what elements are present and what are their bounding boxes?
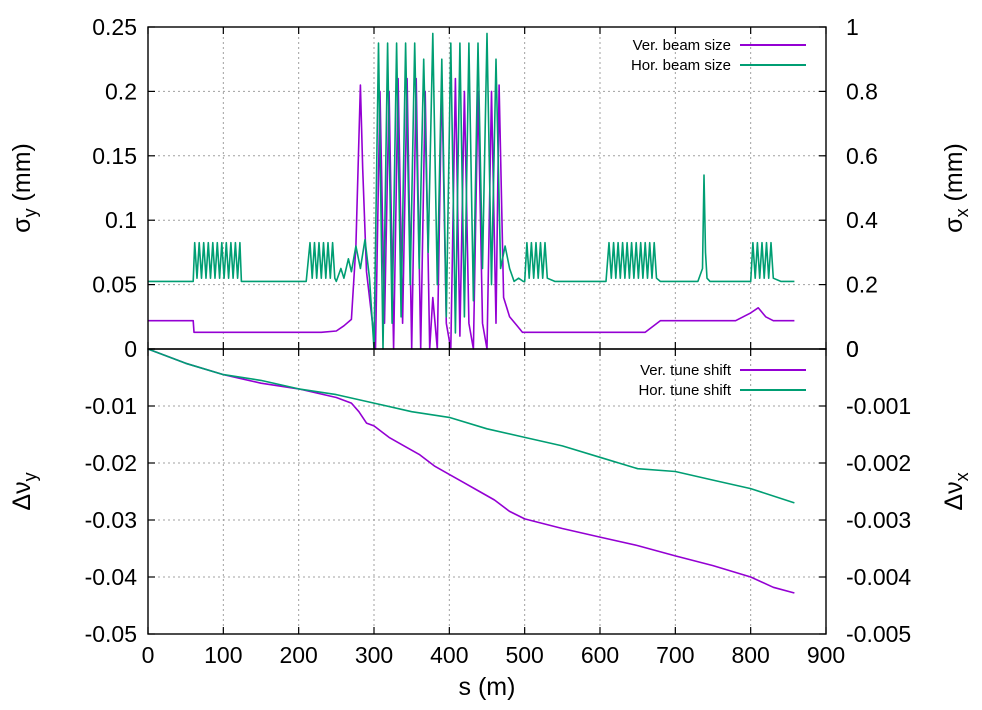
legend-label: Ver. tune shift [640, 362, 732, 379]
y-left-tick-label: 0.05 [92, 272, 137, 298]
y-left-axis-label-top: σy (mm) [8, 143, 40, 233]
y-right-tick-label: -0.004 [846, 564, 911, 590]
legend-label: Ver. beam size [633, 37, 731, 54]
series-line-ver-beam-size [148, 77, 795, 350]
x-tick-label: 0 [142, 642, 155, 668]
y-right-axis-label-top: σx (mm) [940, 143, 972, 233]
y-left-tick-label: -0.05 [85, 621, 137, 647]
y-right-tick-label: 0 [846, 336, 859, 362]
x-axis-label: s (m) [459, 673, 516, 701]
y-left-tick-label: 0.1 [105, 207, 137, 233]
y-left-axis-label-bottom: Δνy [8, 472, 40, 510]
y-right-tick-label: 0.6 [846, 143, 878, 169]
x-tick-label: 700 [656, 642, 694, 668]
y-left-tick-label: 0.15 [92, 143, 137, 169]
y-right-tick-label: -0.003 [846, 507, 911, 533]
plot-frame-bottom [147, 348, 827, 635]
grid-lines [148, 27, 826, 634]
y-left-tick-label: -0.02 [85, 450, 137, 476]
axis-text: 0 0.05 0.1 0.15 0.2 0.25 0 0.2 0.4 0.6 0.8 1 σy (mm)… [8, 14, 972, 701]
x-tick-label: 900 [807, 642, 845, 668]
y-left-tick-label: -0.01 [85, 393, 137, 419]
y-right-tick-label: 0.8 [846, 78, 878, 104]
y-right-tick-label: -0.005 [846, 621, 911, 647]
y-right-tick-label: 1 [846, 14, 859, 40]
x-tick-label: 500 [505, 642, 543, 668]
y-left-tick-label: -0.03 [85, 507, 137, 533]
y-right-tick-label: -0.002 [846, 450, 911, 476]
series-line-hor-beam-size [148, 32, 795, 350]
y-right-tick-label: 0.4 [846, 207, 878, 233]
y-right-axis-label-bottom: Δνx [940, 472, 972, 510]
y-left-tick-label: -0.04 [85, 564, 138, 590]
x-tick-label: 100 [204, 642, 242, 668]
x-tick-label: 600 [581, 642, 619, 668]
plot-frames [147, 26, 827, 635]
legend-label: Hor. tune shift [638, 382, 731, 399]
y-right-tick-label: -0.001 [846, 393, 911, 419]
x-tick-label: 200 [279, 642, 317, 668]
y-left-tick-label: 0.2 [105, 78, 137, 104]
y-right-tick-label: 0.2 [846, 272, 878, 298]
series-line-hor-tune-shift [147, 348, 795, 504]
legend-label: Hor. beam size [631, 57, 731, 74]
x-tick-label: 300 [355, 642, 393, 668]
x-tick-label: 800 [731, 642, 769, 668]
y-right-tick-label: 0 [846, 336, 859, 362]
x-tick-label: 400 [430, 642, 468, 668]
y-left-tick-label: 0 [124, 336, 137, 362]
y-left-tick-label: 0.25 [92, 14, 137, 40]
series-lines [147, 32, 795, 594]
legends: Ver. beam size Hor. beam size Ver. tune sh… [631, 37, 806, 399]
series-line-ver-tune-shift [147, 348, 795, 594]
